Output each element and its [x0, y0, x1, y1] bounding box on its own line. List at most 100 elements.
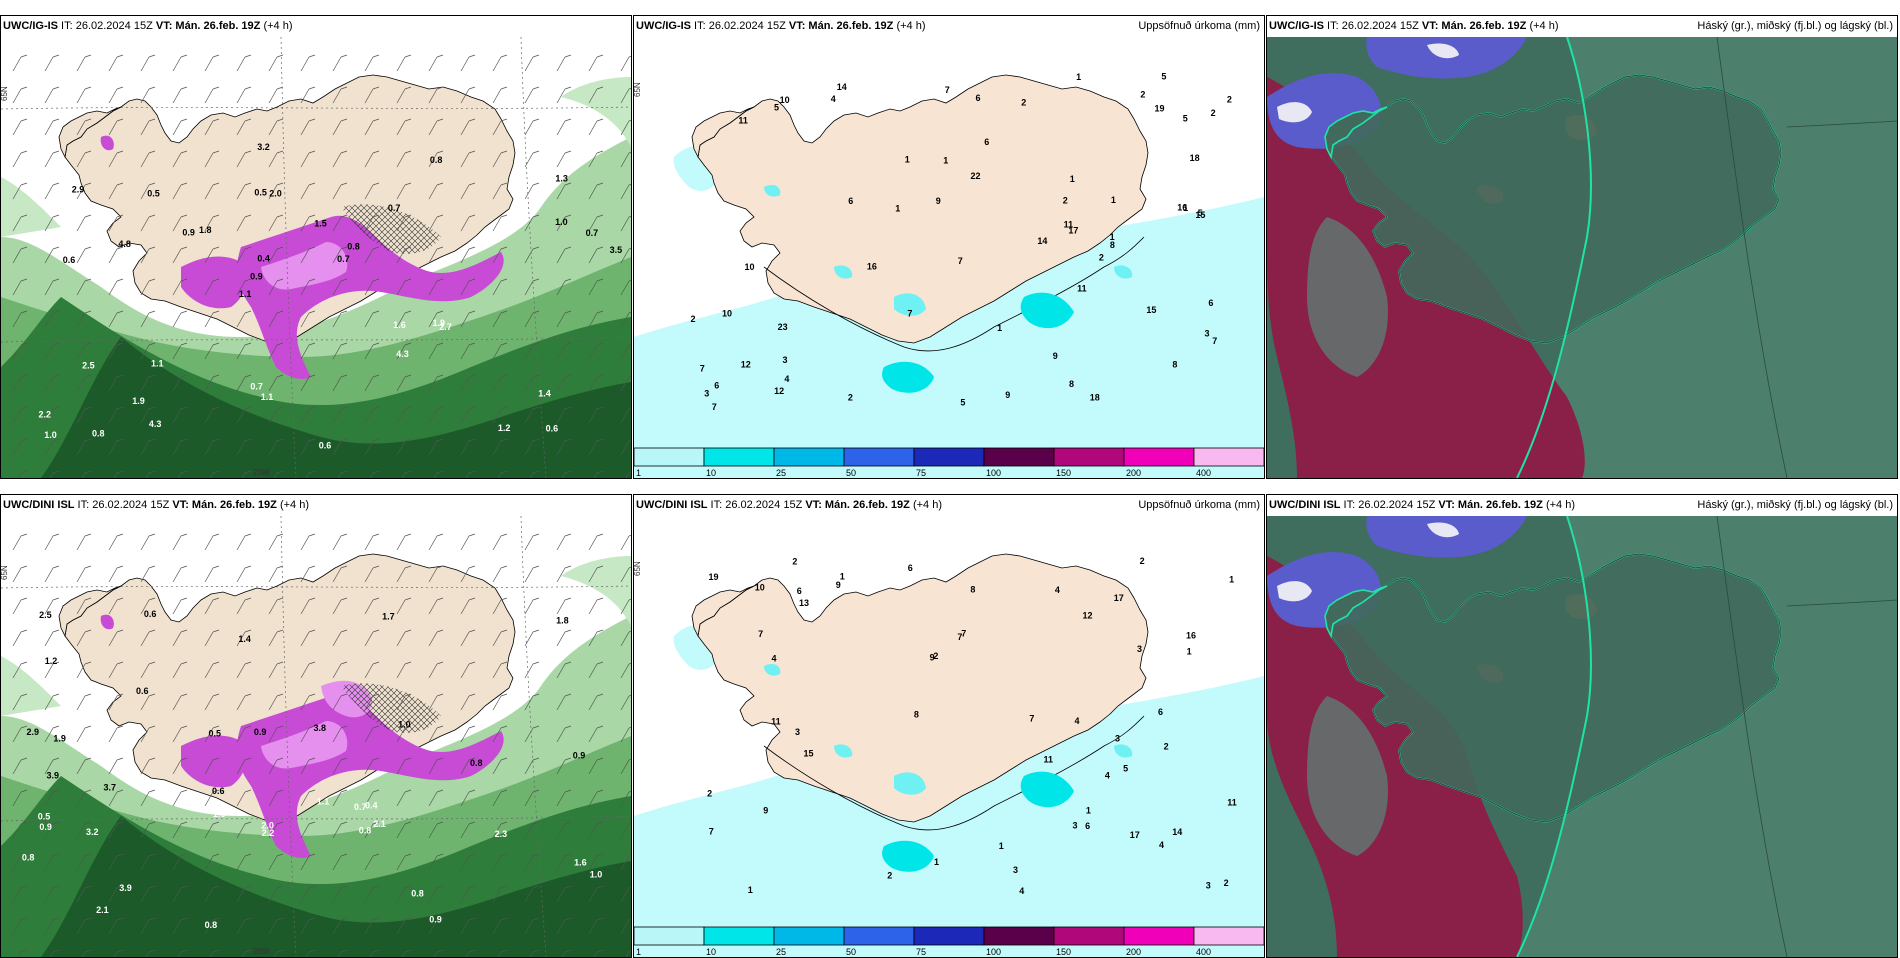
value-label: 9	[936, 196, 941, 206]
wind-barb	[364, 86, 380, 104]
value-label: 0.6	[63, 255, 76, 265]
wind-barb	[17, 470, 28, 478]
wind-barb	[108, 214, 124, 232]
wind-barb	[76, 757, 92, 775]
colorbar-label: 10	[706, 947, 716, 957]
wind-barb	[268, 917, 284, 935]
wind-barb	[204, 597, 220, 615]
value-label: 19	[1155, 103, 1165, 113]
wind-barb	[140, 789, 156, 807]
wind-barb	[12, 406, 28, 424]
wind-barb	[492, 118, 508, 136]
wind-barb	[204, 278, 220, 296]
wind-barb	[620, 151, 631, 168]
wind-barb	[332, 118, 348, 136]
value-label: 0.4	[257, 254, 270, 264]
wind-barb	[588, 565, 604, 583]
value-label: 4	[1159, 840, 1164, 850]
wind-barb	[364, 821, 380, 839]
wind-barb	[236, 246, 252, 264]
wind-barb	[44, 693, 60, 711]
wind-barb	[76, 342, 92, 360]
map-area	[1267, 516, 1897, 957]
wind-barb	[332, 150, 348, 168]
value-label: 0.8	[430, 155, 443, 165]
wind-barb	[108, 278, 124, 296]
wind-barb	[396, 885, 412, 903]
value-label: 1.1	[151, 358, 164, 368]
wind-barb	[332, 757, 348, 775]
wind-barb	[556, 278, 572, 296]
value-label: 2.1	[373, 819, 386, 829]
value-label: 1	[1183, 203, 1188, 213]
wind-barb	[268, 533, 284, 551]
value-label: 9	[1005, 390, 1010, 400]
wind-barb	[76, 54, 92, 72]
panel-header: UWC/IG-IS IT: 26.02.2024 15Z VT: Mán. 26…	[1267, 16, 1897, 37]
panel-igis-wind-precip: UWC/IG-IS IT: 26.02.2024 15Z VT: Mán. 26…	[0, 15, 632, 479]
wind-barb	[369, 470, 380, 478]
wind-barb	[204, 725, 220, 743]
wind-barb	[108, 725, 124, 743]
wind-barb	[588, 853, 604, 871]
wind-barb	[44, 661, 60, 679]
colorbar-segment	[1193, 926, 1264, 946]
wind-barb	[204, 150, 220, 168]
wind-barb	[236, 597, 252, 615]
map-area: 65N 20W 0.6 0.6 1.3 1.1 0.7 0.8 0.5 1.5 2.5 1.8 2.2 1…	[1, 37, 631, 478]
wind-barb	[236, 342, 252, 360]
wind-barb	[620, 439, 631, 456]
wind-barb	[593, 470, 604, 478]
wind-barb	[529, 470, 540, 478]
wind-barb	[428, 597, 444, 615]
wind-barb	[172, 757, 188, 775]
wind-barb	[300, 342, 316, 360]
value-label: 5	[1161, 72, 1166, 82]
value-label: 2	[707, 788, 712, 798]
wind-barb	[428, 310, 444, 328]
wind-barb	[44, 533, 60, 551]
wind-barb	[12, 757, 28, 775]
wind-barb	[588, 917, 604, 935]
wind-barb	[300, 629, 316, 647]
wind-barb	[460, 214, 476, 232]
lead-time: (+4 h)	[1542, 499, 1575, 511]
value-label: 3	[1115, 734, 1120, 744]
wind-barb	[172, 629, 188, 647]
wind-barb	[236, 438, 252, 456]
value-label: 6	[976, 93, 981, 103]
wind-barb	[236, 214, 252, 232]
value-label: 0.7	[388, 203, 401, 213]
wind-barb	[204, 182, 220, 200]
value-label: 1.8	[199, 225, 212, 235]
wind-barb	[76, 406, 92, 424]
wind-barb	[268, 725, 284, 743]
colorbar-label: 100	[986, 947, 1001, 957]
panel-dini-accum-precip: UWC/DINI ISL IT: 26.02.2024 15Z VT: Mán.…	[633, 494, 1265, 958]
wind-barb	[396, 629, 412, 647]
wind-barb	[204, 374, 220, 392]
wind-barb	[204, 406, 220, 424]
wind-barb	[300, 853, 316, 871]
wind-barb	[300, 374, 316, 392]
wind-barb	[428, 565, 444, 583]
value-label: 2.2	[262, 828, 275, 838]
value-label: 1.6	[213, 809, 226, 819]
init-time: IT: 26.02.2024 15Z	[707, 499, 806, 511]
wind-barb	[204, 86, 220, 104]
wind-barb	[556, 533, 572, 551]
value-label: 7	[957, 632, 962, 642]
wind-barb	[524, 821, 540, 839]
panel-header: UWC/DINI ISL IT: 26.02.2024 15Z VT: Mán.…	[1, 495, 631, 516]
value-label: 2	[1227, 95, 1232, 105]
wind-barb	[524, 118, 540, 136]
wind-barb	[428, 757, 444, 775]
value-label: 1.4	[238, 634, 251, 644]
wind-barb	[236, 118, 252, 136]
wind-barb	[433, 470, 444, 478]
wind-barb	[492, 789, 508, 807]
wind-barb	[460, 278, 476, 296]
value-label: 2	[887, 870, 892, 880]
wind-barb	[204, 885, 220, 903]
valid-time: VT: Mán. 26.feb. 19Z	[805, 499, 910, 511]
